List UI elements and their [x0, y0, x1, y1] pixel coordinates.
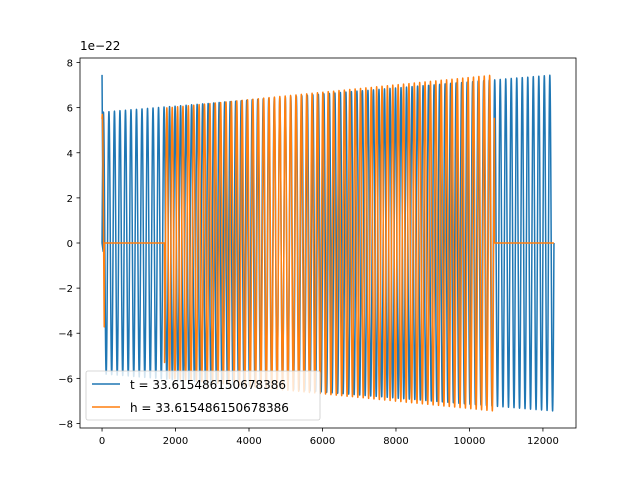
y-tick-label: −6	[58, 374, 73, 385]
legend-label-h: h = 33.615486150678386	[130, 401, 289, 415]
y-offset-text: 1e−22	[80, 39, 120, 53]
y-tick-label: 2	[67, 194, 73, 205]
y-tick-label: 4	[67, 149, 73, 160]
y-tick-label: −8	[58, 419, 73, 430]
x-tick-label: 10000	[454, 436, 486, 447]
series-line-h	[101, 74, 555, 412]
legend: t = 33.615486150678386 h = 33.6154861506…	[85, 370, 321, 421]
y-tick-label: 6	[67, 104, 73, 115]
legend-label-t: t = 33.615486150678386	[130, 378, 286, 392]
legend-box	[85, 370, 321, 421]
x-axis: 0 2000 4000 6000 8000 10000 12000	[99, 428, 559, 447]
x-tick-label: 0	[99, 436, 105, 447]
y-tick-label: 8	[67, 59, 73, 70]
x-tick-label: 12000	[527, 436, 559, 447]
y-axis: −8 −6 −4 −2 0 2 4 6 8	[58, 59, 80, 430]
y-tick-label: −4	[58, 329, 73, 340]
y-tick-label: 0	[67, 239, 73, 250]
x-tick-label: 2000	[163, 436, 188, 447]
series-layer	[101, 74, 555, 412]
x-tick-label: 4000	[236, 436, 261, 447]
x-tick-label: 6000	[310, 436, 335, 447]
y-tick-label: −2	[58, 284, 73, 295]
x-tick-label: 8000	[383, 436, 408, 447]
